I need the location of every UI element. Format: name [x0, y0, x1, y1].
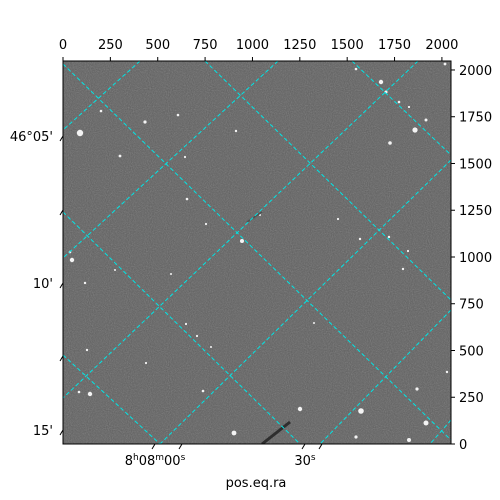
star	[143, 120, 147, 124]
plot-frame	[62, 60, 452, 445]
ra-tick-label: 30s	[294, 453, 316, 469]
top-tick-label: 500	[145, 38, 170, 53]
right-tick-label: 250	[459, 391, 484, 406]
star-field	[68, 62, 449, 444]
right-tick-label: 1750	[459, 111, 492, 126]
grid-line	[429, 419, 451, 444]
star	[407, 438, 411, 442]
dec-tick-label: 10'	[33, 277, 53, 292]
star	[443, 62, 447, 66]
dec-tick-mark	[59, 429, 64, 436]
star	[231, 430, 237, 436]
sky-image	[63, 61, 451, 444]
star	[144, 361, 148, 365]
star	[358, 408, 364, 414]
star	[118, 154, 122, 158]
star	[69, 257, 75, 263]
grid-line	[63, 61, 279, 259]
star	[76, 129, 84, 137]
star	[354, 435, 358, 439]
right-tick-label: 1500	[459, 157, 492, 172]
dec-tick-label: 46°05'	[10, 130, 53, 145]
star	[407, 105, 411, 109]
right-tick-label: 0	[459, 438, 467, 453]
right-tick-label: 1250	[459, 204, 492, 219]
faint-streak	[246, 211, 263, 223]
left-dec-axis: 46°05' 10' 15'	[10, 130, 64, 439]
grid-line	[204, 61, 451, 301]
grid-line	[63, 61, 141, 131]
star	[176, 113, 180, 117]
star	[204, 222, 208, 226]
star	[358, 237, 362, 241]
star	[77, 390, 81, 394]
grid-line	[63, 354, 161, 444]
star	[210, 346, 212, 348]
x-axis-label: pos.eq.ra	[226, 476, 287, 491]
grid-line	[63, 61, 419, 399]
right-tick-label: 500	[459, 344, 484, 359]
top-tick-label: 0	[59, 38, 67, 53]
star	[388, 141, 392, 145]
star	[354, 67, 358, 71]
star	[114, 269, 116, 271]
star	[85, 348, 89, 352]
dec-tick-mark	[59, 135, 64, 142]
trail-streak	[261, 420, 291, 444]
grid-line	[63, 211, 301, 444]
top-x-axis: 0 250 500 750 1000 1250 1500 1750 2000	[59, 38, 458, 61]
dec-tick-mark	[59, 282, 64, 289]
ra-tick-mark	[301, 443, 306, 450]
grid-line	[63, 63, 451, 441]
star	[297, 406, 303, 412]
star	[378, 79, 384, 85]
star	[183, 155, 187, 159]
dec-minor-tick	[59, 355, 64, 362]
top-tick-label: 250	[98, 38, 123, 53]
grid-line	[319, 309, 451, 444]
top-tick-label: 1500	[331, 38, 364, 53]
ra-minor-tick	[318, 443, 323, 450]
top-tick-label: 1750	[378, 38, 411, 53]
star	[99, 109, 103, 113]
grid-line	[351, 61, 451, 156]
star	[313, 322, 315, 324]
star	[234, 129, 238, 133]
ra-minor-tick	[178, 443, 183, 450]
top-tick-label: 750	[193, 38, 218, 53]
top-tick-label: 1000	[236, 38, 269, 53]
star	[397, 100, 401, 104]
ra-tick-mark	[151, 443, 156, 450]
right-tick-label: 1000	[459, 251, 492, 266]
ra-tick-label: 8h08m00s	[125, 453, 186, 469]
star	[424, 118, 428, 122]
star	[201, 389, 205, 393]
right-tick-label: 2000	[459, 64, 492, 79]
star	[184, 322, 188, 326]
star	[185, 197, 189, 201]
star	[83, 281, 87, 285]
star	[415, 387, 419, 391]
star	[195, 334, 199, 338]
top-tick-label: 1250	[283, 38, 316, 53]
dec-minor-tick	[59, 209, 64, 216]
star	[87, 391, 93, 397]
top-tick-label: 2000	[425, 38, 458, 53]
grid-line	[159, 159, 451, 444]
bottom-ra-axis: 8h08m00s 30s	[125, 443, 323, 469]
star	[401, 267, 405, 271]
star	[423, 420, 429, 426]
star	[336, 217, 340, 221]
right-tick-label: 750	[459, 298, 484, 313]
star	[412, 127, 418, 133]
coordinate-grid	[63, 61, 451, 444]
star	[406, 249, 410, 253]
right-y-axis: 0 250 500 750 1000 1250 1500 1750 2000	[451, 64, 492, 453]
star	[445, 370, 449, 374]
star	[240, 239, 244, 243]
dec-tick-label: 15'	[33, 424, 53, 439]
star	[170, 273, 172, 275]
star	[387, 235, 391, 239]
